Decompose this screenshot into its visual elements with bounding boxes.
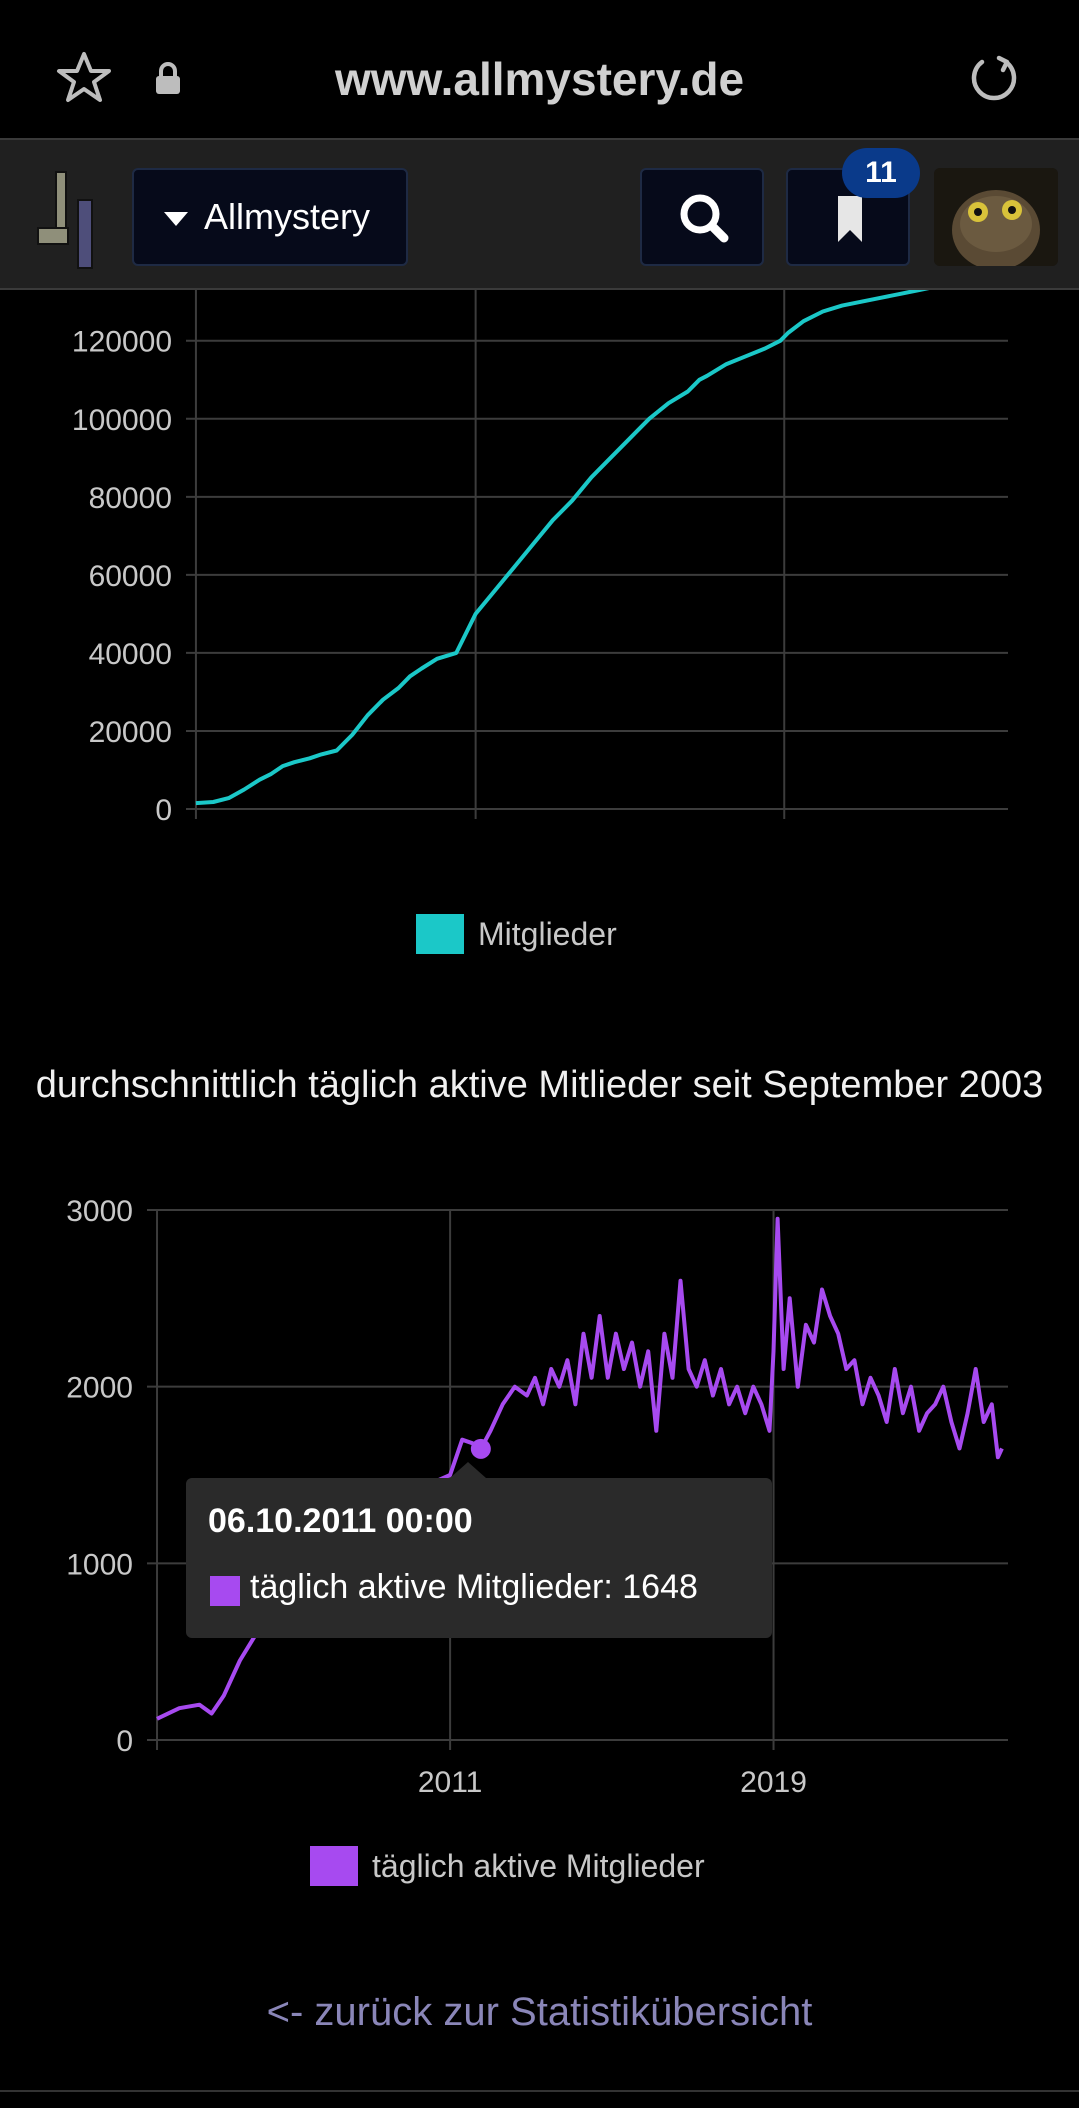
browser-url-bar: www.allmystery.de [0, 0, 1079, 138]
y-tick-label: 60000 [89, 560, 172, 593]
reload-icon[interactable] [966, 50, 1022, 106]
members-legend[interactable]: Mitglieder [416, 914, 617, 954]
user-avatar[interactable] [934, 168, 1058, 266]
caret-down-icon [164, 212, 188, 226]
members-chart: 0200004000060000800001000001200002011201… [72, 290, 1008, 827]
active-legend[interactable]: täglich aktive Mitglieder [310, 1846, 705, 1886]
highlight-point [470, 1438, 491, 1459]
x-tick-label: 2019 [740, 1766, 807, 1799]
tooltip-swatch [210, 1576, 240, 1606]
y-tick-label: 40000 [89, 638, 172, 671]
y-tick-label: 0 [155, 794, 172, 827]
tooltip-arrow [450, 1462, 486, 1478]
y-tick-label: 120000 [72, 326, 172, 359]
y-tick-label: 80000 [89, 482, 172, 515]
site-header: Allmystery [0, 138, 1079, 290]
search-icon [680, 194, 729, 243]
site-dropdown[interactable]: Allmystery [132, 168, 408, 266]
notification-badge[interactable]: 11 [842, 148, 920, 198]
owl-avatar-icon [934, 168, 1058, 266]
y-tick-label: 1000 [66, 1548, 133, 1581]
members-legend-label: Mitglieder [478, 915, 617, 952]
bookmark-icon [838, 196, 862, 242]
chart-tooltip: 06.10.2011 00:00 täglich aktive Mitglied… [186, 1462, 772, 1638]
series-line [195, 290, 930, 806]
tooltip-title: 06.10.2011 00:00 [208, 1502, 473, 1540]
y-tick-label: 0 [116, 1725, 133, 1758]
active-legend-label: täglich aktive Mitglieder [372, 1847, 705, 1884]
url-text[interactable]: www.allmystery.de [334, 53, 745, 105]
series-line [156, 1216, 1004, 1721]
x-tick-label: 2011 [418, 1766, 483, 1799]
y-tick-label: 20000 [89, 716, 172, 749]
dropdown-label: Allmystery [204, 196, 371, 237]
active-legend-swatch [310, 1846, 358, 1886]
star-icon[interactable] [56, 50, 112, 106]
active-chart-title: durchschnittlich täglich aktive Mitliede… [35, 1064, 1044, 1106]
search-button[interactable] [640, 168, 764, 266]
tooltip-value: täglich aktive Mitglieder: 1648 [250, 1568, 698, 1606]
members-legend-swatch [416, 914, 464, 954]
y-tick-label: 100000 [72, 404, 172, 437]
lock-icon [156, 62, 180, 94]
bottom-divider [0, 2090, 1079, 2092]
y-tick-label: 2000 [66, 1372, 133, 1405]
y-tick-label: 3000 [66, 1195, 133, 1228]
back-to-overview-link[interactable]: <- zurück zur Statistikübersicht [266, 1990, 813, 2034]
site-logo[interactable] [36, 170, 96, 270]
